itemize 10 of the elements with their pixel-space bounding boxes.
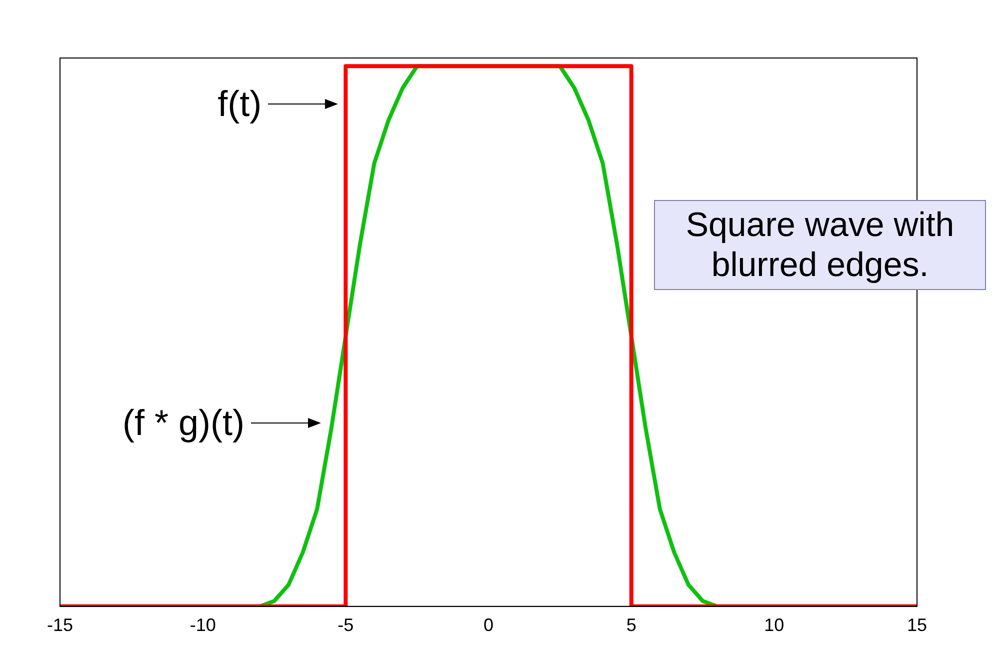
x-tick-label: -15 xyxy=(46,615,74,636)
x-tick-label: 5 xyxy=(626,615,636,636)
annotation: (f * g)(t) xyxy=(122,402,245,444)
x-tick-label: 15 xyxy=(906,615,928,636)
x-tick-label: -10 xyxy=(190,615,216,636)
x-tick-label: 0 xyxy=(483,615,494,636)
annotation: Square wave with blurred edges. xyxy=(654,200,986,290)
x-tick-label: -5 xyxy=(338,615,354,636)
annotation: f(t) xyxy=(218,82,262,125)
x-tick-label: 10 xyxy=(764,615,784,636)
